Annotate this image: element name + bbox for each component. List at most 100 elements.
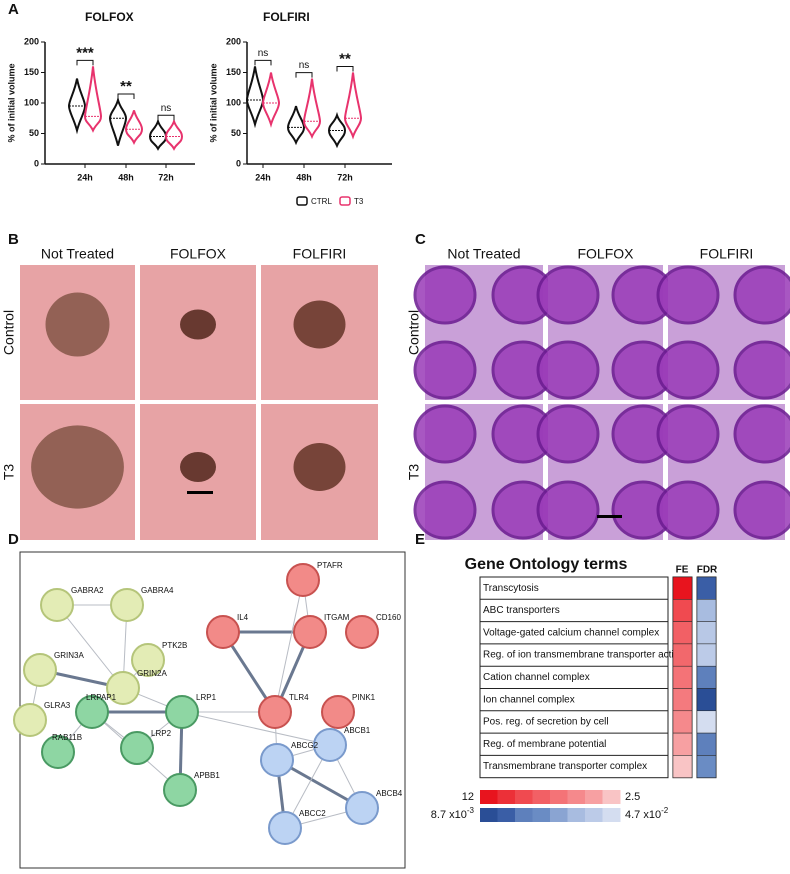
fe-cell — [672, 755, 693, 778]
legend-gradient — [602, 790, 621, 804]
y-tick-label: 150 — [226, 67, 241, 77]
column-header: FOLFOX — [577, 246, 634, 262]
tissue — [656, 340, 720, 400]
column-header: Not Treated — [41, 246, 114, 262]
y-tick-label: 50 — [231, 128, 241, 138]
y-tick-label: 0 — [34, 158, 39, 168]
node-label: PINK1 — [352, 693, 376, 702]
tissue — [733, 480, 790, 540]
node-label: LRP1 — [196, 693, 217, 702]
violin — [286, 105, 306, 146]
legend-gradient — [567, 790, 586, 804]
row-label: Control — [1, 310, 17, 355]
fdr-cell — [696, 732, 717, 756]
node — [110, 588, 144, 622]
go-term: Ion channel complex — [483, 694, 575, 705]
edge — [56, 604, 124, 689]
node-label: LRPAP1 — [86, 693, 117, 702]
legend-gradient — [585, 808, 603, 822]
violin — [245, 66, 265, 129]
tissue — [413, 480, 477, 540]
legend-exponent: -2 — [661, 806, 669, 815]
node-label: GRIN3A — [54, 651, 84, 660]
fdr-cell — [696, 688, 717, 712]
y-tick-label: 50 — [29, 128, 39, 138]
y-tick-label: 200 — [226, 36, 241, 46]
legend-gradient — [480, 808, 498, 822]
legend-label: T3 — [354, 197, 364, 206]
tissue — [536, 404, 600, 464]
tissue — [536, 265, 600, 325]
node-label: PTK2B — [162, 641, 187, 650]
violin — [343, 72, 363, 140]
node — [345, 791, 379, 825]
column-header: Not Treated — [447, 246, 520, 262]
scale-bar — [597, 515, 622, 518]
node-label: IL4 — [237, 613, 249, 622]
legend-gradient — [602, 808, 621, 822]
significance: *** — [76, 44, 94, 61]
column-header: FOLFIRI — [293, 246, 347, 262]
node — [206, 615, 240, 649]
edge — [274, 579, 304, 713]
node — [163, 773, 197, 807]
node — [131, 643, 165, 677]
go-term: Voltage-gated calcium channel complex — [483, 627, 659, 638]
scale-bar — [187, 491, 213, 494]
node-label: ABCG2 — [291, 741, 319, 750]
chart-title: FOLFOX — [85, 10, 134, 24]
y-tick-label: 0 — [236, 158, 241, 168]
node-label: ITGAM — [324, 613, 350, 622]
fe-cell — [672, 710, 693, 734]
go-term: Reg. of membrane potential — [483, 739, 606, 750]
node-label: ABCB4 — [376, 789, 403, 798]
bracket — [254, 59, 272, 66]
go-term: Transcytosis — [483, 583, 539, 594]
violin — [148, 117, 168, 151]
organoid — [180, 309, 216, 340]
x-tick-label: 48h — [296, 172, 312, 182]
node — [40, 588, 74, 622]
node — [268, 811, 302, 845]
violin — [108, 96, 128, 146]
organoid — [293, 443, 346, 491]
column-header: FDR — [697, 565, 718, 576]
node-label: ABCB1 — [344, 726, 371, 735]
legend-exponent: -3 — [467, 806, 475, 815]
violin — [124, 110, 144, 145]
node-label: LRP2 — [151, 729, 172, 738]
node — [120, 731, 154, 765]
fe-cell — [672, 621, 693, 645]
tissue — [413, 265, 477, 325]
fe-cell — [672, 665, 693, 689]
legend-swatch — [339, 196, 351, 206]
column-header: FOLFIRI — [700, 246, 754, 262]
legend-high: 12 — [462, 791, 474, 803]
legend-swatch — [296, 196, 308, 206]
y-tick-label: 150 — [24, 67, 39, 77]
go-term: Pos. reg. of secretion by cell — [483, 717, 609, 728]
node — [75, 695, 109, 729]
legend-gradient — [532, 790, 551, 804]
node — [286, 563, 320, 597]
chart-title: FOLFIRI — [263, 10, 310, 24]
node — [260, 743, 294, 777]
bracket — [76, 59, 94, 66]
fe-cell — [672, 576, 693, 600]
organoid — [31, 425, 124, 509]
go-title: Gene Ontology terms — [465, 556, 628, 573]
tissue — [656, 480, 720, 540]
bracket — [117, 93, 135, 99]
panel-label: B — [8, 231, 19, 248]
y-axis-label: % of initial volume — [208, 63, 218, 142]
violin — [67, 78, 87, 135]
violin — [327, 111, 347, 149]
fdr-cell — [696, 710, 717, 734]
legend-gradient — [585, 790, 603, 804]
bracket — [295, 72, 313, 78]
significance: ns — [258, 48, 269, 59]
node — [258, 695, 292, 729]
row-label: T3 — [406, 464, 422, 481]
organoid — [45, 292, 110, 357]
tissue — [733, 340, 790, 400]
